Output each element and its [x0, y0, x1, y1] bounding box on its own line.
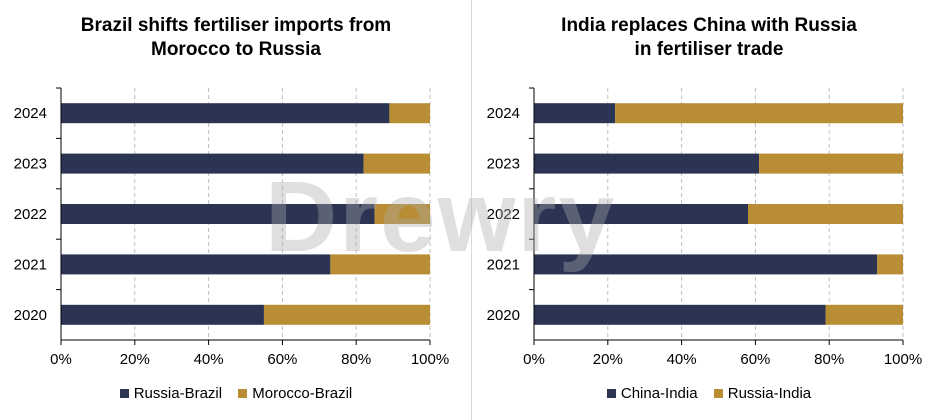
y-tick-label: 2023 [487, 156, 520, 173]
legend-item-china-india: China-India [606, 385, 698, 402]
x-tick-label: 0% [523, 351, 545, 368]
bar-chart-india: 2024 2023 2022 2021 2020 0% 20% 40% 60% 80% 100% [487, 87, 922, 368]
panel-divider [471, 0, 472, 420]
y-tick-label: 2022 [487, 206, 520, 223]
chart-title-line-1: India replaces China with Russia [561, 15, 857, 36]
legend-item-morocco-brazil: Morocco-Brazil [238, 385, 352, 402]
bar-russia-brazil-2023 [61, 153, 364, 174]
bar-china-india-2020 [534, 304, 826, 325]
x-tick-label: 60% [740, 351, 770, 368]
x-tick-label: 100% [411, 351, 449, 368]
chart-title: India replaces China with Russia in fert… [473, 14, 945, 62]
chart-title-line-1: Brazil shifts fertiliser imports from [80, 15, 392, 36]
chart-legend: China-India Russia-India [473, 385, 945, 402]
chart-title: Brazil shifts fertiliser imports from Mo… [0, 14, 472, 62]
bar-china-india-2022 [534, 204, 749, 224]
bar-china-india-2021 [534, 254, 878, 275]
bar-china-india-2023 [534, 153, 760, 174]
y-tick-label: 2023 [14, 156, 47, 173]
legend-swatch [713, 389, 723, 398]
legend-label: Morocco-Brazil [252, 385, 353, 402]
bar-chart-brazil: 2024 2023 2022 2021 2020 0% 20% 40% 60% 80% 100% [14, 87, 449, 368]
legend-item-russia-india: Russia-India [713, 385, 812, 402]
y-tick-label: 2024 [487, 105, 520, 122]
bar-morocco-brazil-2024 [389, 103, 430, 124]
legend-swatch [238, 389, 248, 398]
bar-morocco-brazil-2023 [363, 153, 430, 174]
x-tick-label: 80% [814, 351, 844, 368]
chart-panel-india: India replaces China with Russia in fert… [473, 0, 945, 420]
legend-label: China-India [620, 385, 698, 402]
y-tick-label: 2021 [487, 256, 520, 273]
y-tick-label: 2022 [14, 206, 47, 223]
bar-russia-india-2023 [759, 153, 903, 174]
bar-russia-brazil-2021 [61, 254, 331, 275]
bar-russia-india-2024 [615, 103, 903, 124]
x-tick-label: 100% [884, 351, 922, 368]
bar-morocco-brazil-2020 [263, 304, 430, 325]
bar-russia-india-2022 [748, 204, 903, 224]
chart-legend: Russia-Brazil Morocco-Brazil [0, 385, 472, 402]
chart-panel-brazil: Brazil shifts fertiliser imports from Mo… [0, 0, 472, 420]
y-tick-label: 2020 [487, 307, 520, 324]
x-tick-label: 20% [593, 351, 623, 368]
legend-swatch [119, 389, 129, 398]
bar-morocco-brazil-2021 [330, 254, 430, 275]
bar-russia-brazil-2020 [61, 304, 264, 325]
bar-russia-india-2021 [877, 254, 903, 275]
legend-swatch [606, 389, 616, 398]
x-tick-label: 60% [267, 351, 297, 368]
legend-item-russia-brazil: Russia-Brazil [119, 385, 223, 402]
chart-title-line-2: in fertiliser trade [634, 39, 784, 60]
bar-russia-india-2020 [825, 304, 903, 325]
x-tick-label: 80% [341, 351, 371, 368]
bar-morocco-brazil-2022 [374, 204, 430, 224]
x-tick-label: 40% [667, 351, 697, 368]
chart-title-line-2: Morocco to Russia [151, 39, 321, 60]
x-tick-label: 20% [120, 351, 150, 368]
y-tick-label: 2021 [14, 256, 47, 273]
legend-label: Russia-India [727, 385, 812, 402]
x-tick-label: 0% [50, 351, 72, 368]
y-tick-label: 2024 [14, 105, 47, 122]
y-tick-label: 2020 [14, 307, 47, 324]
bar-russia-brazil-2022 [61, 204, 375, 224]
legend-label: Russia-Brazil [133, 385, 223, 402]
bar-russia-brazil-2024 [61, 103, 390, 124]
bar-china-india-2024 [534, 103, 616, 124]
x-tick-label: 40% [194, 351, 224, 368]
